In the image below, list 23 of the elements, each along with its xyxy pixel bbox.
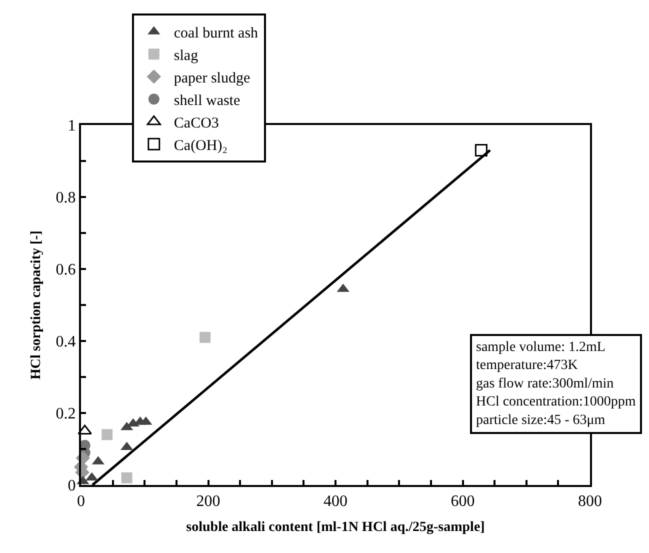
x-axis-title: soluble alkali content [ml-1N HCl aq./25g-sample]: [186, 520, 485, 535]
legend-label: coal burnt ash: [174, 26, 259, 42]
point: [200, 332, 211, 343]
x-tick-label: 800: [578, 493, 602, 510]
x-tick-label: 200: [196, 493, 220, 510]
x-tick-label: 600: [450, 493, 475, 510]
point: [474, 144, 488, 156]
legend-label: CaCO3: [174, 116, 219, 132]
legend-label: slag: [174, 48, 199, 64]
legend-label: Ca(OH)₂: [174, 138, 228, 154]
y-tick-label: 0.2: [56, 406, 76, 423]
legend-label: shell waste: [174, 93, 240, 109]
point: [121, 472, 132, 484]
annotation: sample volume: 1.2mL temperature:473K gas flow rate:300ml/min HCl concentration:1000ppm particle size:45 - 63μm: [476, 340, 636, 428]
y-tick-label: 0.4: [56, 334, 76, 351]
y-axis-title: HCl sorption capacity [-]: [28, 230, 44, 380]
y-tick-label: 0.6: [56, 262, 76, 279]
legend-label: paper sludge: [174, 70, 250, 86]
y-tick-label: 0.8: [56, 190, 76, 207]
point: [102, 429, 113, 440]
y-tick-label: 1: [68, 118, 76, 135]
x-tick-label: 400: [324, 493, 348, 510]
y-tick-label: 0: [68, 478, 76, 495]
